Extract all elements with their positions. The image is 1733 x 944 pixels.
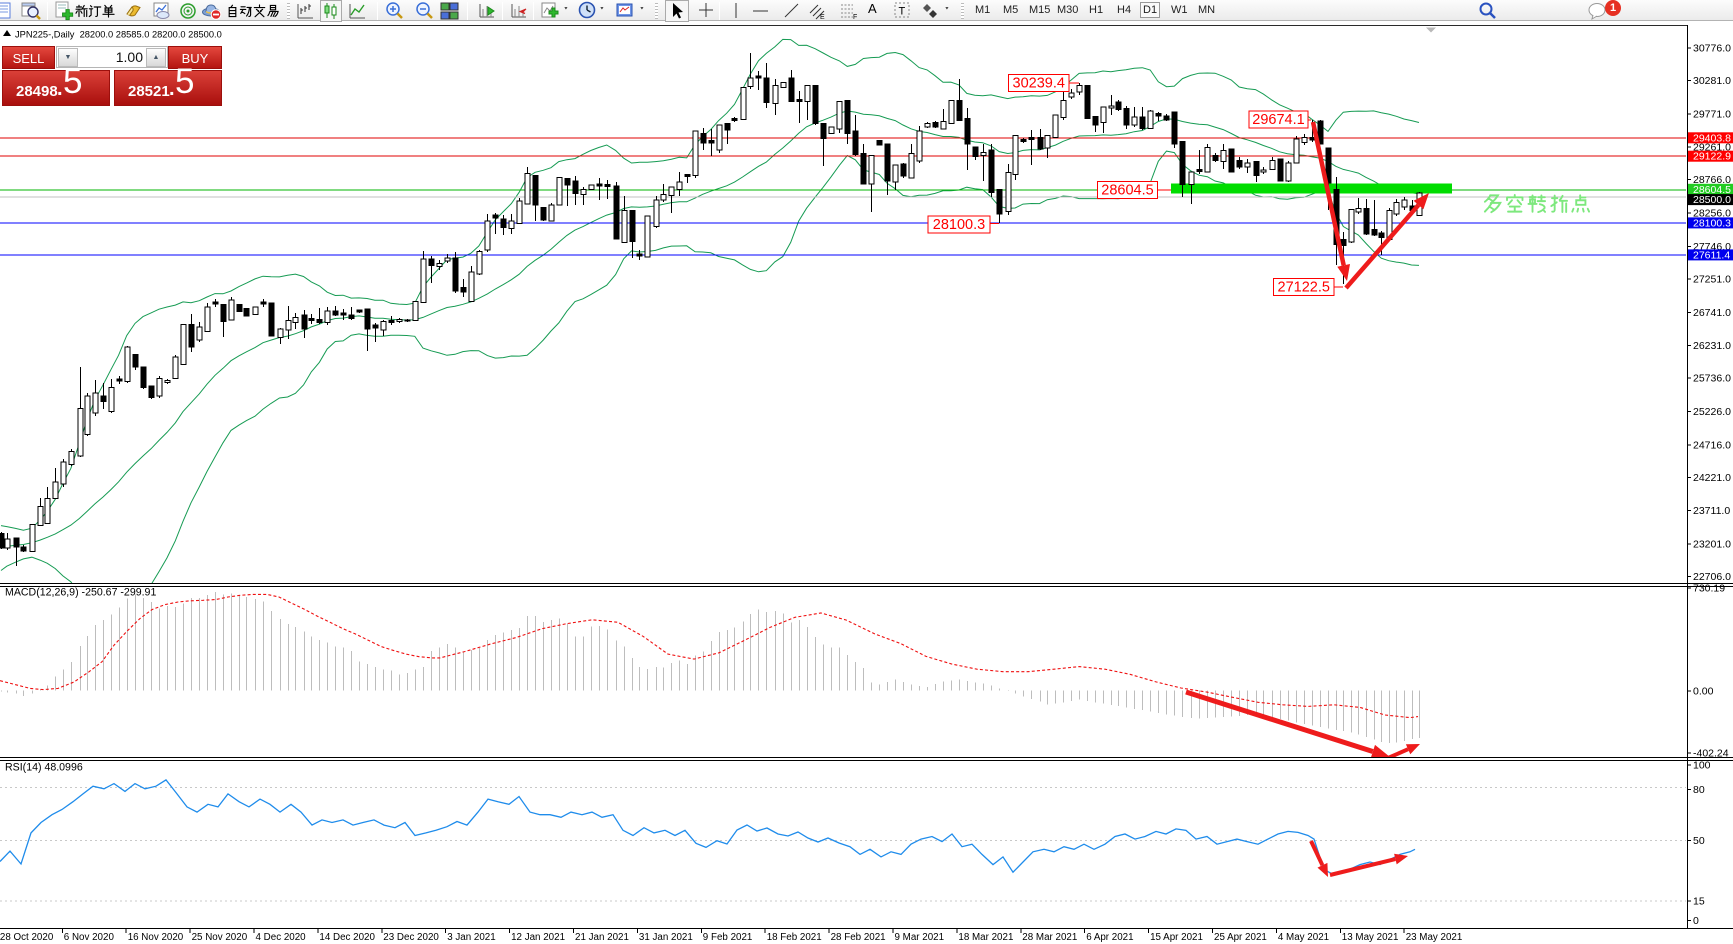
svg-text:23711.0: 23711.0: [1693, 505, 1730, 517]
svg-text:29771.0: 29771.0: [1693, 108, 1731, 120]
svg-text:28100.3: 28100.3: [933, 217, 985, 233]
svg-text:9 Mar 2021: 9 Mar 2021: [895, 932, 945, 943]
svg-text:730.19: 730.19: [1693, 583, 1725, 595]
svg-text:21 Jan 2021: 21 Jan 2021: [575, 932, 629, 943]
svg-text:26231.0: 26231.0: [1693, 340, 1731, 352]
svg-text:80: 80: [1693, 784, 1705, 796]
svg-text:18 Mar 2021: 18 Mar 2021: [958, 932, 1013, 943]
svg-text:24221.0: 24221.0: [1693, 472, 1731, 484]
svg-text:28604.5: 28604.5: [1101, 183, 1153, 199]
svg-text:26741.0: 26741.0: [1693, 307, 1731, 319]
svg-text:30239.4: 30239.4: [1013, 76, 1065, 92]
svg-text:50: 50: [1693, 835, 1705, 847]
svg-text:28 Oct 2020: 28 Oct 2020: [0, 932, 54, 943]
svg-text:22706.0: 22706.0: [1693, 571, 1731, 583]
svg-text:16 Nov 2020: 16 Nov 2020: [128, 932, 184, 943]
svg-text:25736.0: 25736.0: [1693, 373, 1731, 385]
svg-text:28256.0: 28256.0: [1693, 208, 1731, 220]
svg-text:27251.0: 27251.0: [1693, 273, 1731, 285]
svg-text:24716.0: 24716.0: [1693, 439, 1731, 451]
svg-text:6 Apr 2021: 6 Apr 2021: [1086, 932, 1133, 943]
svg-text:RSI(14) 48.0996: RSI(14) 48.0996: [5, 762, 83, 774]
svg-text:4 May 2021: 4 May 2021: [1278, 932, 1329, 943]
svg-text:18 Feb 2021: 18 Feb 2021: [767, 932, 822, 943]
svg-text:15 Apr 2021: 15 Apr 2021: [1150, 932, 1203, 943]
svg-text:3 Jan 2021: 3 Jan 2021: [447, 932, 495, 943]
svg-text:15: 15: [1693, 896, 1705, 908]
svg-text:F: F: [853, 14, 857, 21]
svg-text:-402.24: -402.24: [1693, 748, 1729, 760]
svg-text:29122.9: 29122.9: [1693, 151, 1731, 163]
svg-text:29403.8: 29403.8: [1693, 132, 1731, 144]
svg-text:9 Feb 2021: 9 Feb 2021: [703, 932, 753, 943]
svg-text:T: T: [899, 6, 906, 18]
svg-text:28604.5: 28604.5: [1693, 184, 1731, 196]
svg-text:28766.0: 28766.0: [1693, 174, 1731, 186]
svg-text:28 Feb 2021: 28 Feb 2021: [831, 932, 886, 943]
svg-text:12 Jan 2021: 12 Jan 2021: [511, 932, 565, 943]
svg-text:23 Dec 2020: 23 Dec 2020: [383, 932, 439, 943]
svg-text:0.00: 0.00: [1693, 686, 1714, 698]
svg-text:29674.1: 29674.1: [1252, 112, 1304, 128]
svg-text:28 Mar 2021: 28 Mar 2021: [1022, 932, 1077, 943]
svg-text:23 May 2021: 23 May 2021: [1406, 932, 1463, 943]
svg-text:27122.5: 27122.5: [1278, 280, 1330, 296]
svg-text:JPN225-,Daily 28200.0 28585.0: JPN225-,Daily 28200.0 28585.0 28200.0 28…: [15, 30, 222, 40]
svg-text:23201.0: 23201.0: [1693, 539, 1731, 551]
svg-text:25226.0: 25226.0: [1693, 406, 1731, 418]
svg-text:31 Jan 2021: 31 Jan 2021: [639, 932, 693, 943]
svg-text:4 Dec 2020: 4 Dec 2020: [256, 932, 307, 943]
svg-text:E: E: [820, 14, 825, 21]
svg-text:100: 100: [1693, 760, 1711, 772]
svg-text:MACD(12,26,9) -250.67 -299.91: MACD(12,26,9) -250.67 -299.91: [5, 587, 156, 599]
svg-text:30281.0: 30281.0: [1693, 75, 1731, 87]
svg-text:30776.0: 30776.0: [1693, 42, 1731, 54]
svg-text:27611.4: 27611.4: [1693, 249, 1730, 261]
svg-text:6 Nov 2020: 6 Nov 2020: [64, 932, 115, 943]
svg-text:25 Apr 2021: 25 Apr 2021: [1214, 932, 1267, 943]
svg-text:28100.3: 28100.3: [1693, 217, 1731, 229]
svg-text:14 Dec 2020: 14 Dec 2020: [319, 932, 375, 943]
svg-text:28500.0: 28500.0: [1693, 194, 1731, 206]
svg-text:25 Nov 2020: 25 Nov 2020: [192, 932, 248, 943]
svg-text:0: 0: [1693, 915, 1699, 927]
svg-text:13 May 2021: 13 May 2021: [1342, 932, 1399, 943]
